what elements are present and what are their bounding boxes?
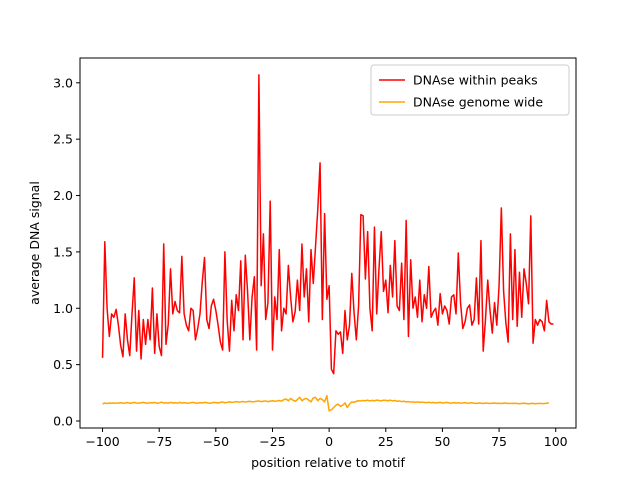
x-tick-label: −50 — [203, 434, 229, 449]
x-tick-label: 100 — [544, 434, 568, 449]
y-tick-label: 1.5 — [53, 244, 73, 259]
data-line — [101, 74, 554, 375]
legend-label: DNAse within peaks — [413, 73, 538, 88]
x-tick-label: 0 — [325, 434, 333, 449]
x-tick-label: −75 — [146, 434, 172, 449]
y-tick-label: 0.0 — [53, 414, 73, 429]
x-tick-label: −25 — [259, 434, 285, 449]
y-tick-label: 2.5 — [53, 132, 73, 147]
y-tick-label: 2.0 — [53, 188, 73, 203]
y-axis-label: average DNA signal — [27, 181, 42, 305]
y-tick-label: 0.5 — [53, 357, 73, 372]
x-tick-label: −100 — [85, 434, 119, 449]
legend-label: DNAse genome wide — [413, 95, 543, 110]
y-tick-label: 1.0 — [53, 301, 73, 316]
legend-box — [370, 64, 570, 116]
x-axis-label: position relative to motif — [251, 455, 405, 470]
x-tick-label: 75 — [491, 434, 507, 449]
y-tick-label: 3.0 — [53, 75, 73, 90]
x-tick-label: 25 — [378, 434, 394, 449]
data-line — [102, 394, 549, 412]
legend: DNAse within peaks DNAse genome wide — [370, 64, 570, 116]
plot-frame — [79, 57, 577, 429]
x-tick-label: 50 — [434, 434, 450, 449]
